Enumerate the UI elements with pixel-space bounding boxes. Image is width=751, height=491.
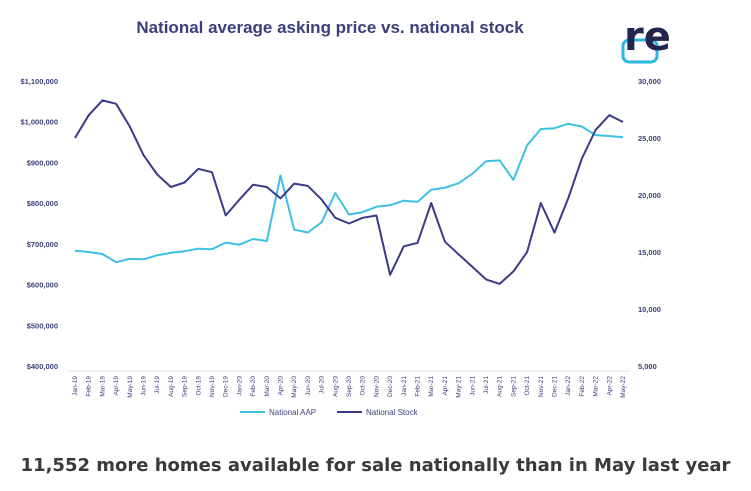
x-tick-label: Jan-22 (565, 376, 572, 396)
x-tick-label: Feb-20 (250, 376, 257, 397)
x-tick-label: May-21 (456, 376, 463, 398)
left-tick-label: $500,000 (27, 321, 58, 330)
brand-logo: re (615, 8, 675, 68)
right-tick-label: 30,000 (638, 77, 661, 86)
x-tick-label: Sep-20 (346, 376, 353, 397)
x-tick-label: Jan-19 (72, 376, 79, 396)
left-tick-label: $800,000 (27, 199, 58, 208)
x-tick-label: Dec-19 (223, 376, 230, 397)
x-tick-label: Jun-19 (141, 376, 148, 396)
x-tick-label: Oct-21 (524, 376, 531, 396)
x-axis-ticks: Jan-19 Feb-19 Mar-19 Apr-19 May-19 Jun-19 Jul-… (72, 376, 627, 398)
x-tick-label: Jun-21 (469, 376, 476, 396)
x-tick-label: Jul-19 (154, 376, 161, 394)
left-tick-label: $1,100,000 (20, 77, 58, 86)
x-tick-label: May-19 (127, 376, 134, 398)
left-axis-ticks: $400,000 $500,000 $600,000 $700,000 $800,000… (20, 77, 58, 371)
x-tick-label: Apr-22 (606, 376, 613, 396)
x-tick-label: Sep-19 (182, 376, 189, 397)
left-tick-label: $400,000 (27, 362, 58, 371)
x-tick-label: Nov-21 (538, 376, 545, 397)
x-tick-label: Aug-21 (497, 376, 504, 397)
x-tick-label: Apr-19 (113, 376, 120, 396)
left-tick-label: $700,000 (27, 240, 58, 249)
left-tick-label: $600,000 (27, 281, 58, 290)
x-tick-label: Apr-20 (278, 376, 285, 396)
series-line-national-aap (74, 122, 624, 264)
legend: National AAP National Stock (240, 408, 419, 417)
x-tick-label: Mar-19 (99, 376, 106, 397)
x-tick-label: Feb-21 (415, 376, 422, 397)
x-tick-label: Oct-20 (360, 376, 367, 396)
chart-title: National average asking price vs. nation… (136, 18, 524, 37)
x-tick-label: May-22 (620, 376, 627, 398)
x-tick-label: Feb-22 (579, 376, 586, 397)
x-tick-label: Dec-20 (387, 376, 394, 397)
x-tick-label: Nov-19 (209, 376, 216, 397)
left-tick-label: $900,000 (27, 158, 58, 167)
x-tick-label: May-20 (291, 376, 298, 398)
x-tick-label: Apr-21 (442, 376, 449, 396)
x-tick-label: Oct-19 (195, 376, 202, 396)
x-tick-label: Feb-19 (86, 376, 93, 397)
x-tick-label: Jul-21 (483, 376, 490, 394)
x-tick-label: Jun-20 (305, 376, 312, 396)
line-chart: $400,000 $500,000 $600,000 $700,000 $800,000… (20, 77, 661, 417)
x-tick-label: Jul-20 (319, 376, 326, 394)
x-tick-label: Aug-19 (168, 376, 175, 397)
x-tick-label: Dec-21 (552, 376, 559, 397)
x-tick-label: Jan-21 (401, 376, 408, 396)
right-tick-label: 25,000 (638, 134, 661, 143)
caption: 11,552 more homes available for sale nat… (20, 455, 731, 476)
x-tick-label: Sep-21 (510, 376, 517, 397)
legend-label: National Stock (366, 408, 419, 417)
x-tick-label: Jan-20 (236, 376, 243, 396)
series-line-national-stock (74, 99, 624, 285)
legend-label: National AAP (269, 408, 316, 417)
x-tick-label: Mar-20 (264, 376, 271, 397)
right-tick-label: 15,000 (638, 248, 661, 257)
x-tick-label: Aug-20 (332, 376, 339, 397)
left-tick-label: $1,000,000 (20, 118, 58, 127)
right-tick-label: 5,000 (638, 362, 657, 371)
right-axis-ticks: 5,000 10,000 15,000 20,000 25,000 30,000 (638, 77, 661, 371)
right-tick-label: 10,000 (638, 305, 661, 314)
right-tick-label: 20,000 (638, 191, 661, 200)
x-tick-label: Mar-22 (593, 376, 600, 397)
x-tick-label: Mar-21 (428, 376, 435, 397)
x-tick-label: Nov-20 (373, 376, 380, 397)
series-lines (74, 99, 624, 285)
logo-text: re (624, 14, 671, 60)
